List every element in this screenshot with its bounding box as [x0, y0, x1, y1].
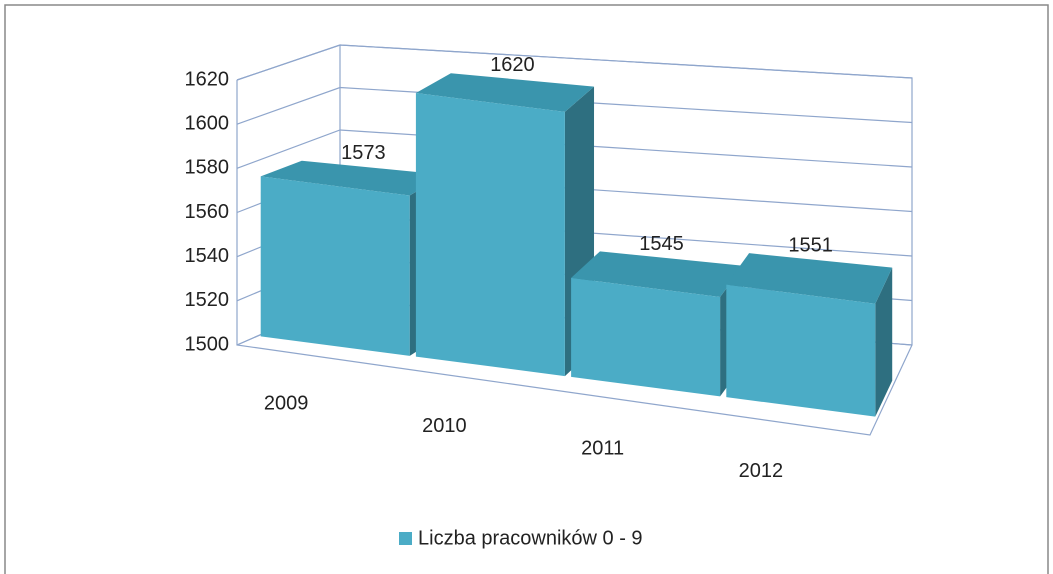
bar: [415, 93, 565, 377]
grid-line: [236, 86, 913, 125]
y-tick-label: 1540: [185, 245, 230, 267]
data-label: 1573: [341, 142, 386, 164]
y-tick-label: 1580: [185, 157, 230, 179]
bar: [726, 284, 876, 417]
x-tick-label: 2012: [739, 460, 784, 482]
x-tick-label: 2009: [264, 393, 309, 415]
grid-line: [236, 44, 913, 81]
bar-side: [875, 267, 893, 417]
y-tick-label: 1520: [185, 289, 230, 311]
data-label: 1551: [788, 235, 833, 257]
data-label: 1545: [639, 233, 684, 255]
x-tick-label: 2011: [581, 438, 624, 460]
y-tick-label: 1560: [185, 201, 230, 223]
grid-line: [236, 129, 913, 169]
y-tick-label: 1500: [185, 333, 230, 355]
data-label: 1620: [490, 54, 535, 76]
legend-label: Liczba pracowników 0 - 9: [418, 527, 643, 549]
bar-top: [415, 73, 595, 112]
bar-top: [571, 251, 744, 298]
bar: [571, 277, 721, 397]
x-tick-label: 2010: [422, 415, 467, 437]
legend-swatch: [399, 532, 412, 545]
bar-top: [260, 160, 445, 196]
y-tick-label: 1620: [185, 68, 230, 90]
bar: [260, 176, 410, 356]
bar-top: [726, 253, 893, 304]
y-tick-label: 1600: [185, 112, 230, 134]
